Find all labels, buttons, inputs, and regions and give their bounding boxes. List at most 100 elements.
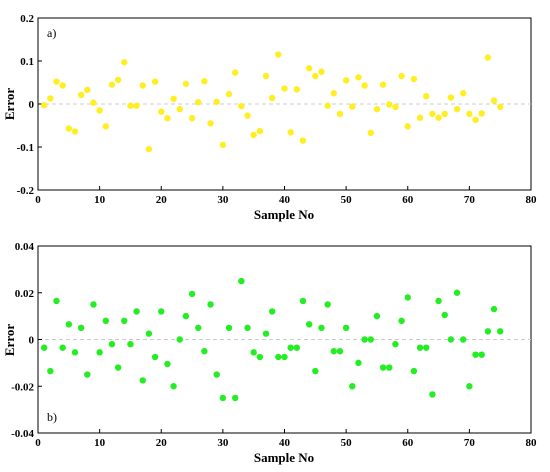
data-point-a <box>219 141 227 149</box>
data-point-a <box>90 99 97 106</box>
data-point-b <box>232 394 239 402</box>
data-point-a <box>121 59 128 66</box>
y-tick-label: -0.1 <box>17 142 34 154</box>
points-b <box>40 277 504 402</box>
data-point-b <box>96 349 103 356</box>
data-point-a <box>47 95 54 102</box>
x-tick-label: 50 <box>341 437 353 449</box>
data-point-b <box>170 383 177 390</box>
data-point-b <box>127 340 134 348</box>
data-point-b <box>435 297 442 305</box>
data-point-b <box>299 297 307 305</box>
y-tick-label: 0 <box>29 99 35 111</box>
data-point-a <box>336 110 344 118</box>
data-point-b <box>53 297 60 305</box>
y-axis-label-a: Error <box>2 88 17 120</box>
data-point-a <box>361 82 368 89</box>
data-point-a <box>151 78 159 85</box>
panel-label-b: b) <box>47 410 57 424</box>
x-tick-label: 60 <box>402 437 414 449</box>
data-point-a <box>182 80 190 87</box>
data-point-b <box>447 336 455 343</box>
x-tick-label: 40 <box>279 437 291 449</box>
data-point-a <box>416 114 424 121</box>
data-point-b <box>373 312 381 320</box>
data-point-a <box>40 102 48 109</box>
data-point-b <box>453 289 461 296</box>
data-point-a <box>268 94 276 102</box>
data-point-b <box>213 371 220 378</box>
data-point-a <box>460 90 467 97</box>
data-point-a <box>392 103 399 111</box>
x-axis-label-b: Sample No <box>254 450 314 465</box>
y-tick-label: 0.1 <box>20 56 34 68</box>
data-point-a <box>102 123 109 130</box>
data-point-b <box>416 344 424 351</box>
data-point-b <box>379 364 387 371</box>
x-tick-label: 0 <box>35 194 41 206</box>
data-point-a <box>145 145 153 153</box>
data-point-b <box>59 344 66 351</box>
data-point-a <box>441 110 448 118</box>
data-point-a <box>59 82 66 89</box>
data-point-a <box>299 137 307 144</box>
x-axis-label-a: Sample No <box>254 207 314 222</box>
data-point-a <box>71 128 79 135</box>
data-point-a <box>225 90 233 98</box>
x-tick-label: 80 <box>526 437 538 449</box>
data-point-b <box>355 359 362 367</box>
x-tick-label: 80 <box>526 194 538 206</box>
panel-a: 0 10 20 30 40 50 60 70 80 -0.2 -0.1 0 0.1 0.2 a) Sam… <box>2 13 537 222</box>
data-point-a <box>490 97 498 104</box>
data-point-a <box>275 51 282 58</box>
data-point-b <box>40 344 48 351</box>
data-point-b <box>460 336 467 343</box>
data-point-a <box>386 101 393 108</box>
data-point-b <box>392 340 399 348</box>
data-point-b <box>342 324 350 332</box>
panel-b: 0 10 20 30 40 50 60 70 80 -0.04 -0.02 0 0.02 0.04 b)… <box>2 241 537 465</box>
data-point-b <box>158 308 165 315</box>
x-ticks-b: 0 10 20 30 40 50 60 70 80 <box>35 429 537 449</box>
data-point-a <box>429 110 436 118</box>
data-point-a <box>176 105 183 113</box>
data-point-b <box>102 317 109 324</box>
y-axis-label-b: Error <box>2 324 17 356</box>
data-point-a <box>114 76 122 84</box>
data-point-a <box>207 120 214 127</box>
data-point-a <box>324 102 331 109</box>
data-point-a <box>349 103 356 110</box>
data-point-a <box>213 98 220 106</box>
data-point-a <box>133 102 140 109</box>
data-point-b <box>108 340 116 348</box>
data-point-b <box>410 367 418 375</box>
data-point-a <box>170 95 177 103</box>
data-point-b <box>490 305 498 313</box>
data-point-a <box>65 125 73 132</box>
data-point-b <box>77 324 85 332</box>
data-point-b <box>145 330 153 337</box>
data-point-a <box>367 129 374 137</box>
data-point-a <box>305 65 313 72</box>
data-point-a <box>373 105 381 113</box>
y-tick-label: 0.02 <box>15 288 35 300</box>
data-point-b <box>151 353 159 361</box>
data-point-b <box>207 301 214 308</box>
x-tick-label: 50 <box>341 194 353 206</box>
x-tick-label: 20 <box>156 437 168 449</box>
data-point-a <box>293 86 301 93</box>
data-point-b <box>478 351 485 358</box>
data-point-a <box>379 81 387 88</box>
data-point-b <box>84 371 91 378</box>
data-point-b <box>312 367 319 375</box>
data-point-b <box>318 324 325 332</box>
data-point-b <box>275 353 282 361</box>
data-point-b <box>65 321 73 328</box>
x-tick-label: 30 <box>217 437 229 449</box>
data-point-a <box>342 77 350 84</box>
data-point-b <box>250 349 257 356</box>
data-point-a <box>466 110 473 118</box>
data-point-b <box>398 317 405 324</box>
data-point-b <box>47 367 54 375</box>
